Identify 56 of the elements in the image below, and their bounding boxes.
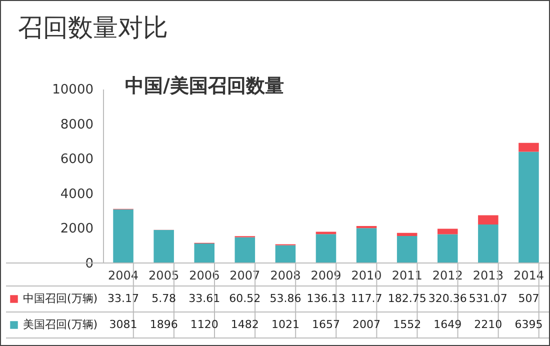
data-label: 2007 [352, 318, 381, 331]
data-label: 1657 [312, 318, 340, 331]
legend-label: 美国召回(万辆) [23, 318, 98, 331]
x-tick-label: 2013 [472, 268, 504, 282]
data-label: 182.75 [388, 292, 426, 305]
data-label: 1021 [271, 318, 300, 331]
data-label: 1482 [230, 318, 259, 331]
x-tick-label: 2010 [351, 268, 382, 282]
bar [478, 224, 498, 263]
data-label: 33.61 [188, 292, 220, 305]
x-tick-label: 2005 [148, 268, 180, 282]
legend-label: 中国召回(万辆) [23, 292, 98, 305]
bar [356, 228, 377, 263]
y-tick-label: 10000 [52, 82, 94, 98]
data-label: 1120 [190, 318, 218, 331]
data-label: 320.36 [428, 292, 467, 305]
data-label: 6395 [514, 318, 543, 331]
bar [113, 209, 134, 263]
data-label: 507 [518, 292, 540, 305]
y-tick-label: 6000 [60, 152, 94, 168]
y-tick-label: 8000 [60, 117, 94, 132]
data-label: 1649 [434, 318, 462, 331]
x-tick-label: 2004 [108, 268, 139, 282]
data-label: 60.52 [229, 292, 261, 305]
y-tick-label: 2000 [60, 222, 94, 237]
x-tick-label: 2014 [513, 268, 544, 282]
x-tick-label: 2011 [392, 268, 422, 282]
data-label: 1896 [150, 318, 178, 331]
y-tick-label: 4000 [60, 186, 94, 202]
chart-subtitle: 中国/美国召回数量 [125, 74, 284, 99]
bar [396, 232, 418, 236]
bar [275, 245, 296, 263]
bar [438, 234, 458, 263]
data-label: 117.7 [350, 292, 382, 305]
data-label: 3081 [109, 318, 138, 331]
data-label: 33.17 [108, 292, 140, 305]
x-tick-label: 2007 [230, 268, 260, 282]
data-label: 5.78 [152, 292, 176, 305]
data-label: 531.07 [468, 292, 508, 305]
x-tick-label: 2008 [270, 268, 301, 282]
data-label: 2210 [474, 318, 502, 331]
bar [518, 142, 539, 152]
bar [438, 228, 458, 234]
data-label: 53.86 [270, 292, 302, 305]
data-label: 136.13 [306, 292, 346, 305]
bar [154, 230, 174, 263]
bar [396, 236, 418, 263]
bar [194, 244, 214, 263]
bar [478, 215, 498, 225]
chart-title: 召回数量对比 [18, 12, 168, 44]
data-label: 1552 [393, 318, 422, 331]
bar [518, 152, 539, 263]
bar [234, 237, 256, 263]
bar [316, 234, 336, 263]
x-tick-label: 2012 [432, 268, 463, 282]
x-tick-label: 2009 [310, 268, 342, 282]
